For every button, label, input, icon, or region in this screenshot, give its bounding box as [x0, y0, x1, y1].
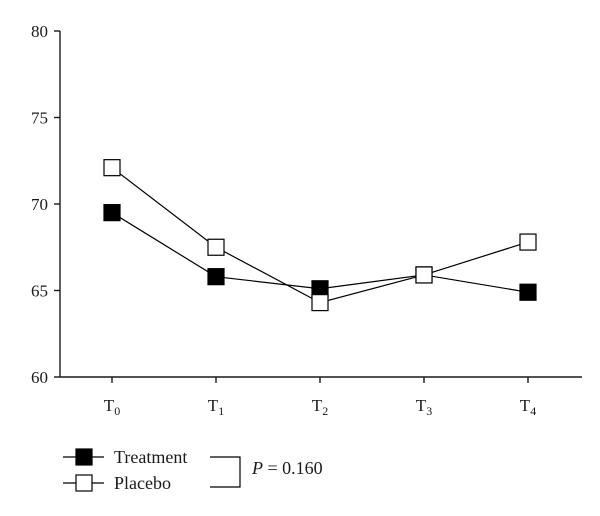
x-tick-label-base: T	[416, 396, 427, 415]
x-tick-label-subscript: 4	[530, 404, 536, 418]
y-tick-label: 70	[31, 195, 48, 214]
data-point-placebo	[207, 238, 225, 256]
data-point-treatment	[103, 204, 121, 222]
data-point-placebo	[103, 159, 121, 177]
legend-marker	[75, 474, 93, 492]
p-value-annotation: P = 0.160	[251, 458, 323, 478]
legend-item-placebo: Placebo	[63, 473, 171, 493]
series-placebo	[103, 159, 537, 312]
data-point-treatment	[519, 283, 537, 301]
x-tick-label-subscript: 3	[426, 404, 432, 418]
legend-marker	[75, 448, 93, 466]
legend-label: Placebo	[114, 473, 171, 493]
x-tick-label: T0	[104, 396, 120, 418]
series-layer	[103, 159, 537, 312]
p-value-number: = 0.160	[263, 458, 323, 478]
data-point-placebo	[415, 266, 433, 284]
x-tick-label-base: T	[208, 396, 219, 415]
x-tick-label-base: T	[104, 396, 115, 415]
y-tick-label: 65	[31, 282, 48, 301]
x-tick-label: T2	[312, 396, 328, 418]
data-point-treatment	[207, 268, 225, 286]
x-tick-label: T1	[208, 396, 224, 418]
legend-item-treatment: Treatment	[63, 447, 187, 467]
legend-bracket	[210, 456, 241, 488]
y-tick-label: 60	[31, 368, 48, 387]
data-point-placebo	[519, 233, 537, 251]
x-tick-label-base: T	[312, 396, 323, 415]
x-tick-label-subscript: 0	[114, 404, 120, 418]
y-tick-label: 75	[31, 109, 48, 128]
series-treatment	[103, 204, 537, 301]
legend: Treatment Placebo P = 0.160	[63, 447, 323, 493]
legend-label: Treatment	[114, 447, 187, 467]
data-point-placebo	[311, 294, 329, 312]
x-tick-label-subscript: 2	[322, 404, 328, 418]
x-tick-label: T4	[520, 396, 536, 418]
x-tick-label-base: T	[520, 396, 531, 415]
p-value-symbol: P	[251, 458, 263, 478]
x-tick-label-subscript: 1	[218, 404, 224, 418]
y-tick-label: 80	[31, 22, 48, 41]
x-tick-label: T3	[416, 396, 432, 418]
